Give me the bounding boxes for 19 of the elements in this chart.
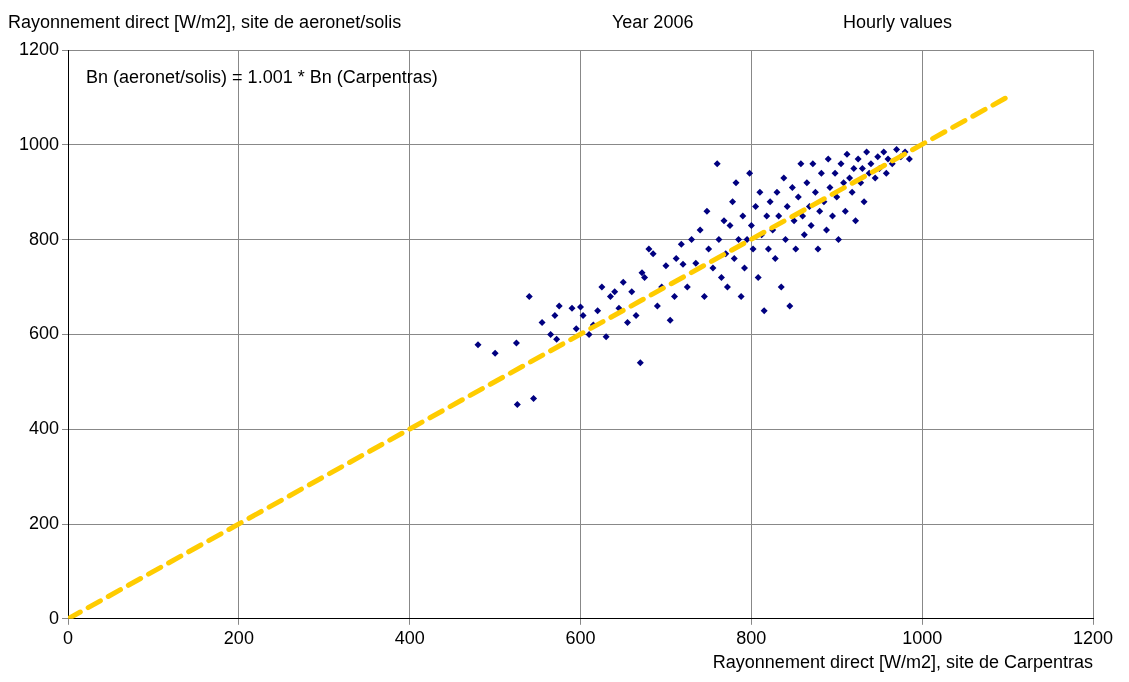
text: Hourly values bbox=[843, 12, 953, 33]
y-tick-label: 600 bbox=[29, 323, 60, 344]
chart-title: Rayonnement direct [W/m2], site de aeronet/solis bbox=[8, 12, 402, 33]
y-tick-label: 400 bbox=[29, 418, 60, 439]
x-tick-label: 1000 bbox=[902, 627, 943, 648]
x-tick-label: 200 bbox=[223, 627, 254, 648]
x-tick-label: 1200 bbox=[1072, 627, 1114, 648]
y-tick-label: 0 bbox=[49, 607, 60, 628]
y-tick-label: 1200 bbox=[19, 38, 60, 59]
annotation: Bn (aeronet/solis) = 1.001 * Bn (Carpentras) bbox=[86, 66, 438, 87]
y-tick-label: 200 bbox=[29, 512, 60, 533]
x-tick-label: 0 bbox=[63, 627, 74, 648]
y-tick-label: 1000 bbox=[19, 133, 60, 154]
x-axis-title: Rayonnement direct [W/m2], site de Carpentras bbox=[712, 652, 1093, 673]
x-tick-label: 600 bbox=[565, 627, 596, 648]
x-tick-label: 800 bbox=[736, 627, 767, 648]
x-tick-label: 400 bbox=[394, 627, 425, 648]
chart-subtitle: Year 2006 bbox=[612, 12, 694, 33]
y-tick-label: 800 bbox=[29, 228, 60, 249]
